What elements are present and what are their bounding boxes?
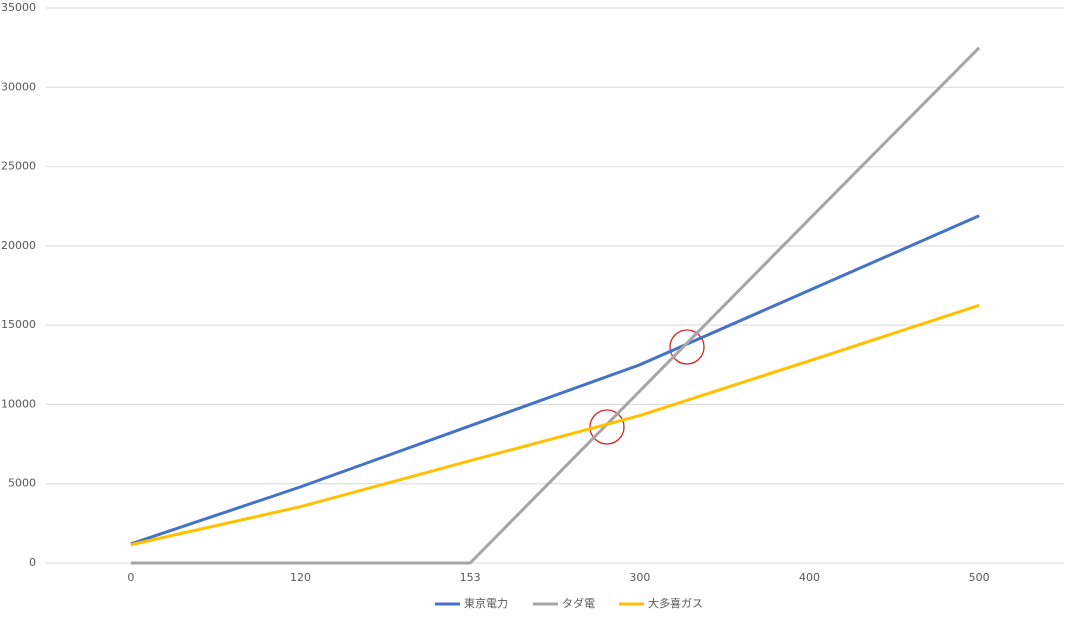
x-tick-label: 153 (460, 571, 481, 584)
x-tick-label: 400 (799, 571, 820, 584)
line-series (130, 303, 980, 547)
legend-label: 東京電力 (464, 596, 508, 610)
y-tick-label: 10000 (1, 397, 36, 410)
line-series (130, 46, 981, 565)
x-tick-label: 300 (629, 571, 650, 584)
x-tick-label: 0 (127, 571, 134, 584)
y-tick-label: 0 (29, 556, 36, 569)
legend-label: タダ電 (562, 596, 595, 610)
y-tick-label: 35000 (1, 1, 36, 14)
y-tick-label: 15000 (1, 318, 36, 331)
y-tick-label: 5000 (8, 477, 36, 490)
x-tick-label: 500 (969, 571, 990, 584)
y-tick-label: 20000 (1, 239, 36, 252)
line-series (130, 214, 980, 546)
highlight-circle (589, 409, 625, 445)
legend-label: 大多喜ガス (648, 596, 703, 610)
x-tick-label: 120 (290, 571, 311, 584)
y-tick-label: 30000 (1, 80, 36, 93)
highlight-circle (669, 329, 705, 365)
y-tick-label: 25000 (1, 160, 36, 173)
